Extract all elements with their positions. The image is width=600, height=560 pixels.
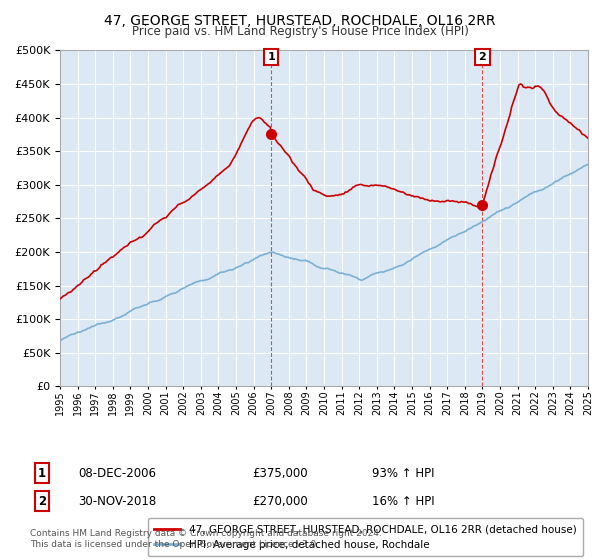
Text: £270,000: £270,000: [252, 494, 308, 508]
Text: 30-NOV-2018: 30-NOV-2018: [78, 494, 156, 508]
Text: 16% ↑ HPI: 16% ↑ HPI: [372, 494, 434, 508]
Text: 08-DEC-2006: 08-DEC-2006: [78, 466, 156, 480]
Text: Contains HM Land Registry data © Crown copyright and database right 2024.
This d: Contains HM Land Registry data © Crown c…: [30, 529, 382, 549]
Text: 47, GEORGE STREET, HURSTEAD, ROCHDALE, OL16 2RR: 47, GEORGE STREET, HURSTEAD, ROCHDALE, O…: [104, 14, 496, 28]
Text: Price paid vs. HM Land Registry's House Price Index (HPI): Price paid vs. HM Land Registry's House …: [131, 25, 469, 38]
Text: 2: 2: [38, 494, 46, 508]
Legend: 47, GEORGE STREET, HURSTEAD, ROCHDALE, OL16 2RR (detached house), HPI: Average p: 47, GEORGE STREET, HURSTEAD, ROCHDALE, O…: [148, 518, 583, 556]
Text: £375,000: £375,000: [252, 466, 308, 480]
Text: 1: 1: [38, 466, 46, 480]
Text: 93% ↑ HPI: 93% ↑ HPI: [372, 466, 434, 480]
Text: 2: 2: [479, 52, 486, 62]
Text: 1: 1: [268, 52, 275, 62]
